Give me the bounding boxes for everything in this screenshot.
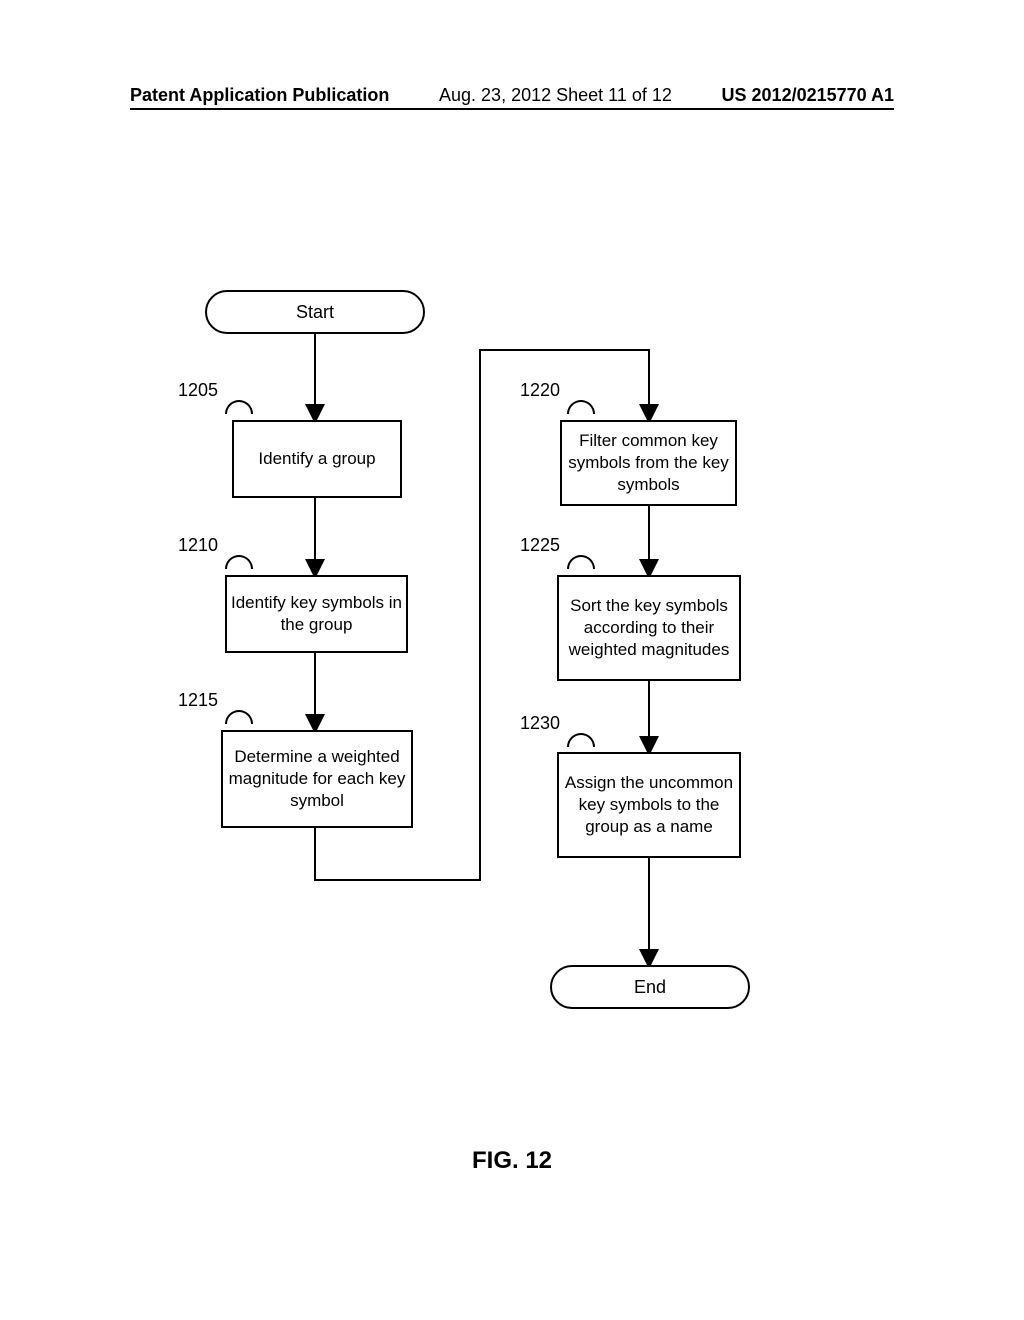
flowchart-arrows: [0, 140, 1024, 1040]
box-1210: Identify key symbols in the group: [225, 575, 408, 653]
figure-caption: FIG. 12: [0, 1147, 1024, 1175]
box-1230: Assign the uncommon key symbols to the g…: [557, 752, 741, 858]
terminal-start: Start: [205, 290, 425, 334]
header-center: Aug. 23, 2012 Sheet 11 of 12: [439, 85, 672, 106]
box-1220: Filter common key symbols from the key s…: [560, 420, 737, 506]
label-1225: 1225: [520, 535, 560, 556]
box-1215: Determine a weighted magnitude for each …: [221, 730, 413, 828]
flowchart-container: Start Identify a group Identify key symb…: [0, 140, 1024, 1040]
terminal-end: End: [550, 965, 750, 1009]
label-1215: 1215: [178, 690, 218, 711]
label-1205: 1205: [178, 380, 218, 401]
header-divider: [130, 108, 894, 110]
header-right: US 2012/0215770 A1: [722, 85, 894, 106]
header-left: Patent Application Publication: [130, 85, 389, 106]
page-header: Patent Application Publication Aug. 23, …: [0, 85, 1024, 106]
box-1225: Sort the key symbols according to their …: [557, 575, 741, 681]
label-1230: 1230: [520, 713, 560, 734]
label-1210: 1210: [178, 535, 218, 556]
box-1205: Identify a group: [232, 420, 402, 498]
label-1220: 1220: [520, 380, 560, 401]
